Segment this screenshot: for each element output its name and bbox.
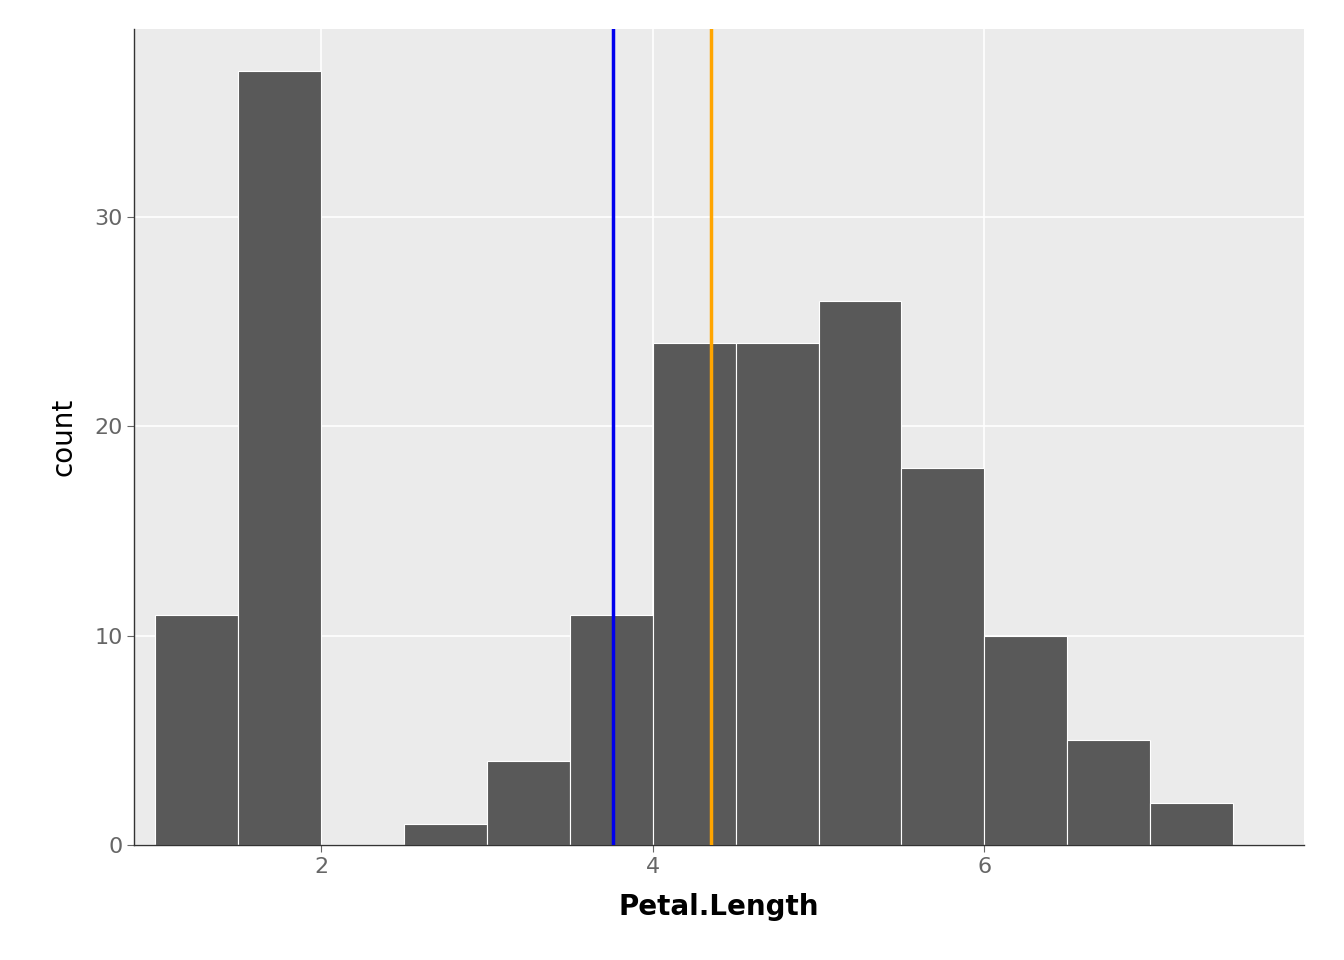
Bar [902, 468, 984, 845]
Bar [570, 614, 653, 845]
Y-axis label: count: count [50, 397, 78, 476]
Bar [735, 343, 818, 845]
Bar [238, 71, 321, 845]
Bar [405, 824, 487, 845]
Bar [1067, 740, 1150, 845]
X-axis label: Petal.Length: Petal.Length [618, 893, 820, 922]
Bar [487, 761, 570, 845]
Bar [1150, 803, 1234, 845]
Bar [155, 614, 238, 845]
Bar [818, 300, 902, 845]
Bar [984, 636, 1067, 845]
Bar [653, 343, 735, 845]
